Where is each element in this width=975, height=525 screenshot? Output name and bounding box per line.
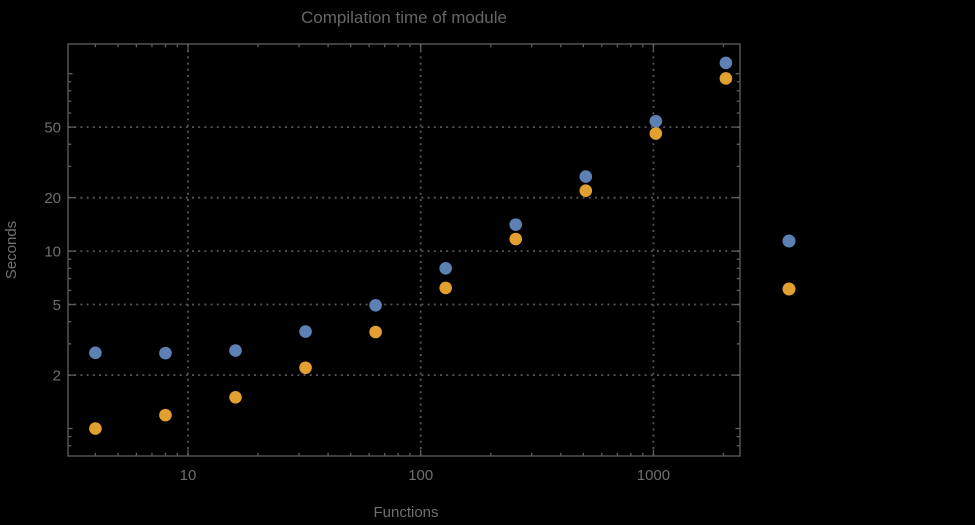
data-point-series-1 bbox=[509, 218, 523, 231]
legend-marker-series-2 bbox=[782, 282, 796, 296]
x-tick-label: 1000 bbox=[637, 467, 670, 484]
data-points bbox=[89, 56, 733, 435]
data-point-series-2 bbox=[229, 390, 242, 404]
data-point-series-1 bbox=[719, 56, 733, 70]
data-point-series-1 bbox=[579, 170, 593, 183]
data-point-series-2 bbox=[369, 325, 382, 339]
data-point-series-2 bbox=[159, 408, 172, 422]
plot-frame bbox=[67, 43, 741, 457]
y-tick-label: 5 bbox=[53, 297, 61, 314]
y-tick-label: 20 bbox=[44, 190, 61, 207]
y-tick-label: 50 bbox=[44, 120, 61, 137]
data-point-series-1 bbox=[89, 346, 102, 360]
data-point-series-2 bbox=[439, 281, 452, 295]
axis-ticks bbox=[68, 44, 740, 456]
gridlines bbox=[68, 44, 740, 456]
x-axis-label: Functions bbox=[373, 504, 438, 521]
data-point-series-1 bbox=[229, 344, 242, 357]
data-point-series-2 bbox=[89, 422, 102, 435]
y-tick-label: 10 bbox=[44, 244, 61, 261]
data-point-series-2 bbox=[649, 127, 663, 140]
data-point-series-2 bbox=[579, 184, 593, 198]
legend-marker-series-1 bbox=[782, 234, 796, 248]
data-point-series-1 bbox=[299, 325, 312, 338]
data-point-series-1 bbox=[159, 346, 172, 360]
data-point-series-1 bbox=[439, 261, 452, 275]
chart-title: Compilation time of module bbox=[301, 8, 507, 27]
legend-markers bbox=[782, 234, 796, 296]
data-point-series-2 bbox=[299, 361, 312, 375]
y-axis-label: Seconds bbox=[3, 221, 20, 279]
y-tick-label: 2 bbox=[53, 368, 61, 385]
x-tick-label: 100 bbox=[408, 467, 433, 484]
x-tick-label: 10 bbox=[180, 467, 197, 484]
data-point-series-2 bbox=[509, 232, 523, 246]
data-point-series-1 bbox=[369, 298, 382, 312]
data-point-series-1 bbox=[649, 114, 663, 128]
data-point-series-2 bbox=[719, 72, 733, 85]
tick-labels: 10 100 1000 2 5 10 20 50 bbox=[44, 120, 670, 484]
